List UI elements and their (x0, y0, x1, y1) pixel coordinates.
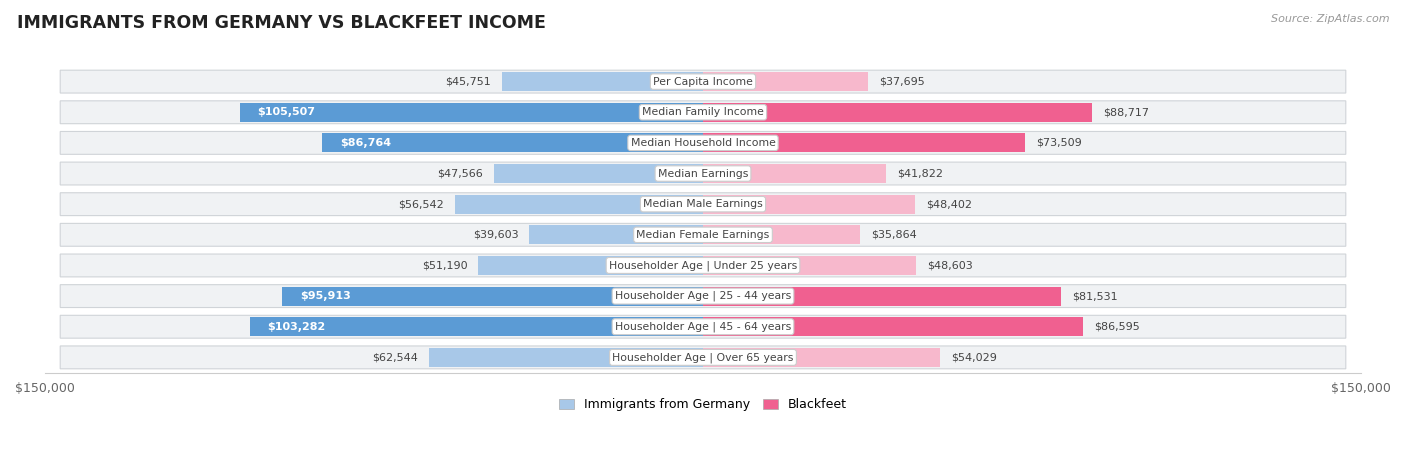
Bar (703, 164, 886, 183)
Text: IMMIGRANTS FROM GERMANY VS BLACKFEET INCOME: IMMIGRANTS FROM GERMANY VS BLACKFEET INC… (17, 14, 546, 32)
Text: Median Family Income: Median Family Income (643, 107, 763, 117)
Text: $103,282: $103,282 (267, 322, 326, 332)
Text: Per Capita Income: Per Capita Income (652, 77, 754, 86)
FancyBboxPatch shape (60, 132, 1346, 154)
Text: $95,913: $95,913 (299, 291, 350, 301)
Bar (703, 103, 1092, 122)
Text: $54,029: $54,029 (950, 353, 997, 362)
Bar (322, 134, 703, 152)
Text: $35,864: $35,864 (872, 230, 917, 240)
Bar (240, 103, 703, 122)
Text: $39,603: $39,603 (472, 230, 519, 240)
FancyBboxPatch shape (60, 285, 1346, 308)
FancyBboxPatch shape (60, 70, 1346, 93)
Text: Householder Age | Under 25 years: Householder Age | Under 25 years (609, 260, 797, 271)
Bar (703, 256, 917, 275)
Bar (478, 256, 703, 275)
FancyBboxPatch shape (60, 162, 1346, 185)
Text: Householder Age | Over 65 years: Householder Age | Over 65 years (612, 352, 794, 363)
FancyBboxPatch shape (60, 223, 1346, 246)
Text: $88,717: $88,717 (1104, 107, 1149, 117)
Text: $81,531: $81,531 (1071, 291, 1118, 301)
Text: Median Earnings: Median Earnings (658, 169, 748, 178)
Bar (429, 348, 703, 367)
Text: $48,402: $48,402 (927, 199, 973, 209)
Bar (703, 225, 860, 244)
Text: $73,509: $73,509 (1036, 138, 1083, 148)
Text: Source: ZipAtlas.com: Source: ZipAtlas.com (1271, 14, 1389, 24)
FancyBboxPatch shape (60, 101, 1346, 124)
Text: Median Female Earnings: Median Female Earnings (637, 230, 769, 240)
Text: $48,603: $48,603 (927, 261, 973, 270)
Text: Median Household Income: Median Household Income (630, 138, 776, 148)
Bar (456, 195, 703, 214)
FancyBboxPatch shape (60, 315, 1346, 338)
Text: Median Male Earnings: Median Male Earnings (643, 199, 763, 209)
Bar (703, 134, 1025, 152)
Bar (250, 317, 703, 336)
Text: $51,190: $51,190 (422, 261, 467, 270)
Bar (283, 287, 703, 305)
FancyBboxPatch shape (60, 346, 1346, 369)
Bar (703, 72, 869, 91)
Bar (703, 317, 1083, 336)
Text: $86,764: $86,764 (340, 138, 391, 148)
Bar (529, 225, 703, 244)
Text: $41,822: $41,822 (897, 169, 943, 178)
FancyBboxPatch shape (60, 254, 1346, 277)
Bar (703, 195, 915, 214)
Legend: Immigrants from Germany, Blackfeet: Immigrants from Germany, Blackfeet (554, 393, 852, 416)
Text: $47,566: $47,566 (437, 169, 484, 178)
Text: $105,507: $105,507 (257, 107, 316, 117)
Text: $56,542: $56,542 (398, 199, 444, 209)
Text: $37,695: $37,695 (879, 77, 925, 86)
FancyBboxPatch shape (60, 193, 1346, 216)
Bar (502, 72, 703, 91)
Bar (703, 287, 1060, 305)
Text: Householder Age | 25 - 44 years: Householder Age | 25 - 44 years (614, 291, 792, 301)
Text: $45,751: $45,751 (446, 77, 491, 86)
Text: $86,595: $86,595 (1094, 322, 1140, 332)
Bar (495, 164, 703, 183)
Text: Householder Age | 45 - 64 years: Householder Age | 45 - 64 years (614, 321, 792, 332)
Text: $62,544: $62,544 (371, 353, 418, 362)
Bar (703, 348, 941, 367)
